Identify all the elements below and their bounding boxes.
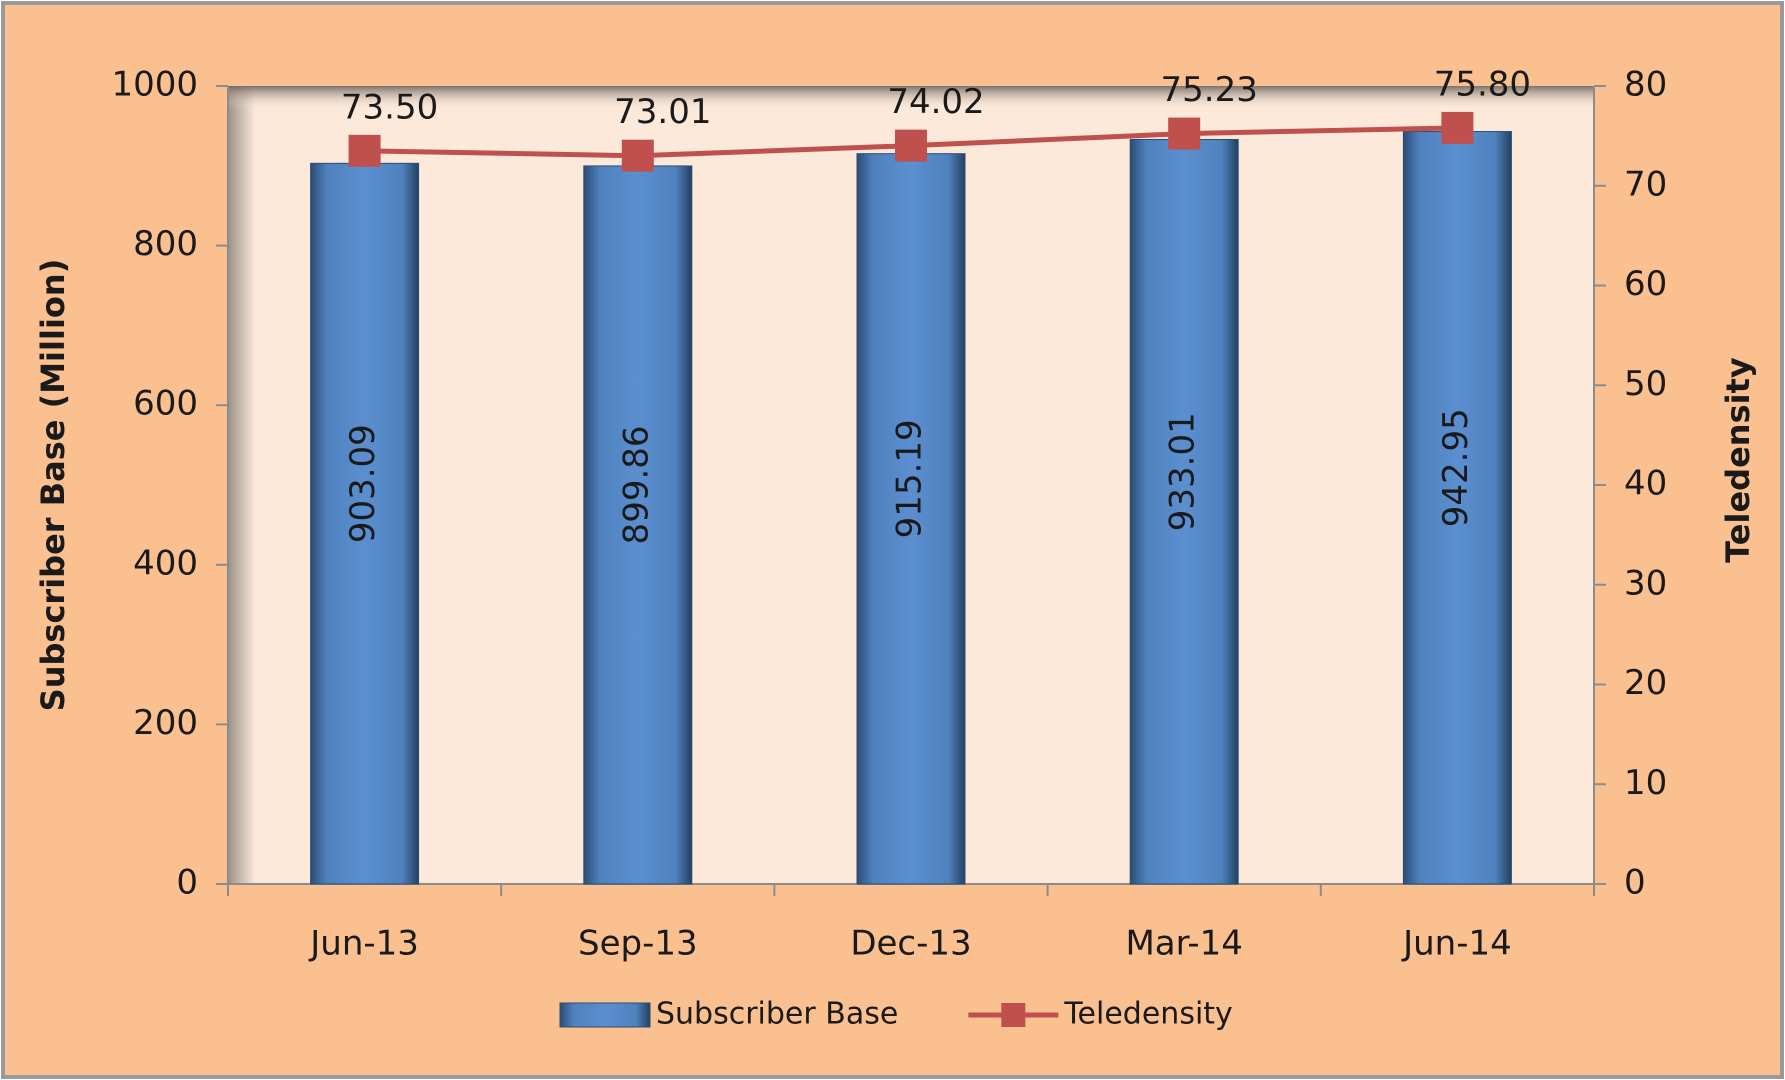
line-value-label: 73.50 (341, 87, 438, 127)
y2-tick-label: 50 (1624, 364, 1667, 404)
x-tick-label: Mar-14 (1125, 924, 1243, 964)
y2-tick-label: 20 (1624, 663, 1667, 703)
line-value-label: 73.01 (614, 92, 711, 132)
x-tick-label: Jun-14 (1401, 924, 1512, 964)
y-tick-label: 1000 (111, 65, 198, 105)
bar (1402, 131, 1512, 885)
bar-value-label: 933.01 (1163, 412, 1203, 531)
y2-axis-title: Teledensity (1719, 357, 1757, 563)
line-marker (348, 134, 381, 167)
bar-value-label: 903.09 (343, 424, 383, 543)
bar (583, 165, 693, 885)
legend-label: Teledensity (1063, 997, 1232, 1032)
bar-value-label: 942.95 (1436, 408, 1476, 527)
y2-tick-label: 60 (1624, 264, 1667, 304)
x-tick-label: Sep-13 (578, 924, 698, 964)
y2-tick-label: 80 (1624, 65, 1667, 105)
line-marker (1168, 117, 1201, 150)
line-value-label: 75.23 (1161, 70, 1258, 110)
y-tick-label: 200 (133, 703, 198, 743)
y2-tick-label: 70 (1624, 164, 1667, 204)
y-axis-title: Subscriber Base (Million) (34, 259, 72, 712)
y-tick-label: 400 (133, 543, 198, 583)
y2-tick-label: 40 (1624, 464, 1667, 504)
line-value-label: 75.80 (1434, 64, 1531, 104)
line-marker (1441, 111, 1474, 144)
legend-swatch-marker (1001, 1003, 1026, 1027)
line-marker (621, 139, 654, 172)
legend-swatch (559, 1002, 651, 1028)
x-tick-label: Dec-13 (850, 924, 971, 964)
bar (1129, 138, 1239, 885)
y-tick-label: 800 (133, 224, 198, 264)
x-tick-label: Jun-13 (308, 924, 419, 964)
legend-label: Subscriber Base (656, 997, 898, 1032)
y2-tick-label: 10 (1624, 763, 1667, 803)
line-marker (895, 129, 927, 162)
y-tick-label: 600 (133, 384, 198, 424)
y2-tick-label: 0 (1624, 863, 1646, 903)
y-tick-label: 0 (176, 863, 198, 903)
bar-value-label: 915.19 (890, 419, 930, 538)
bar-value-label: 899.86 (616, 425, 656, 544)
line-value-label: 74.02 (887, 82, 984, 122)
bar (310, 162, 420, 885)
y2-tick-label: 30 (1624, 563, 1667, 603)
